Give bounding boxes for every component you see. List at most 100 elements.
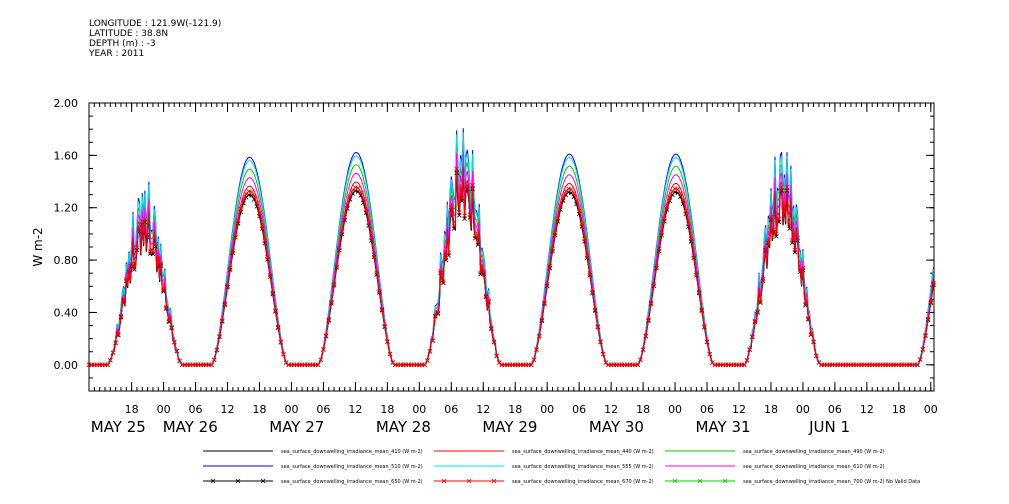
series-marker [680,198,686,203]
series-marker [491,339,497,345]
series-marker [813,353,819,359]
series-marker [457,210,462,215]
series-marker [158,261,164,266]
metadata-block: LONGITUDE : 121.9W(-121.9) LATITUDE : 38… [89,19,221,59]
series-marker [110,350,116,355]
series-marker [118,314,124,319]
series-marker [227,265,233,271]
series-line [89,141,934,366]
series-marker [209,362,214,368]
series-marker [265,255,270,260]
series-marker [219,318,225,323]
series-marker [696,289,702,294]
series-marker [704,339,710,344]
series-marker [659,230,665,235]
x-tick-label: 06 [444,403,458,416]
series-marker [251,193,257,199]
series-marker [600,351,606,357]
series-marker [763,245,768,251]
series-marker [592,307,598,312]
series-marker [217,333,222,339]
series-marker [536,333,542,339]
series-marker [707,351,712,357]
series-marker [534,347,539,352]
legend-label: sea_surface_downwelling_irradiance_mean_… [512,464,654,470]
series-marker [249,189,254,195]
series-line [89,166,934,366]
date-label: JUN 1 [808,418,850,436]
series-marker [438,268,443,274]
date-label: MAY 25 [91,418,146,436]
series-marker [342,215,348,220]
series-marker [752,318,758,324]
x-tick-label: 00 [157,403,171,416]
legend-marker [466,478,472,484]
series-marker [126,267,132,273]
series-marker [379,306,385,312]
series-marker [587,271,593,276]
legend: sea_surface_downwelling_irradiance_mean_… [203,449,920,485]
series-line [89,161,934,366]
series-marker [486,298,491,304]
series-marker [371,252,377,258]
series-marker [345,203,350,208]
series-marker [153,241,158,247]
series-marker [347,193,353,199]
series-marker [494,353,499,359]
series-marker [544,282,550,287]
series-marker [475,240,481,245]
series-marker [784,184,790,190]
series-marker [547,263,553,269]
series-marker [742,362,747,368]
series-marker [211,357,217,363]
series-marker [435,310,441,315]
series-marker [595,324,601,329]
x-tick-label: 00 [796,403,810,416]
x-tick-label: 12 [348,403,362,416]
series-marker [803,301,808,307]
series-marker [129,261,134,267]
series-marker [795,235,800,241]
series-marker [326,317,332,322]
series-marker [449,204,454,210]
series-marker [121,297,126,302]
legend-marker [491,478,497,484]
legend-label: sea_surface_downwelling_irradiance_mean_… [743,464,885,470]
series-marker [459,195,465,200]
series-marker [688,236,694,242]
x-tick-label: 06 [316,403,330,416]
series-marker [278,339,284,345]
series-marker [233,232,238,237]
series-marker [488,325,494,331]
series-marker [355,185,361,191]
series-marker [222,301,228,306]
series-marker [646,317,651,323]
x-tick-label: 12 [732,403,746,416]
series-marker [699,307,704,312]
series-marker [694,271,699,276]
series-marker [920,346,926,352]
series-marker [931,281,936,286]
series-marker [760,276,766,282]
series-marker [662,216,667,221]
series-marker [648,300,654,305]
axis-ticks: 0.00 0.40 0.80 1.20 1.60 2.00 18 00 06 12 18 00 06 12… [54,97,938,436]
series-marker [766,237,771,243]
series-marker [142,216,148,222]
series-marker [782,203,787,208]
series-marker [425,358,430,363]
series-marker [171,339,177,345]
series-marker [113,340,118,345]
legend-marker [697,478,703,484]
series-marker [166,318,172,324]
series-marker [550,246,555,252]
series-marker [462,213,467,219]
series-marker [257,211,262,216]
series-marker [771,227,776,232]
series-marker [747,347,752,352]
series-marker [422,362,427,368]
series-marker [470,183,475,188]
series-marker [366,220,371,226]
series-marker [635,362,641,368]
series-marker [169,325,174,330]
